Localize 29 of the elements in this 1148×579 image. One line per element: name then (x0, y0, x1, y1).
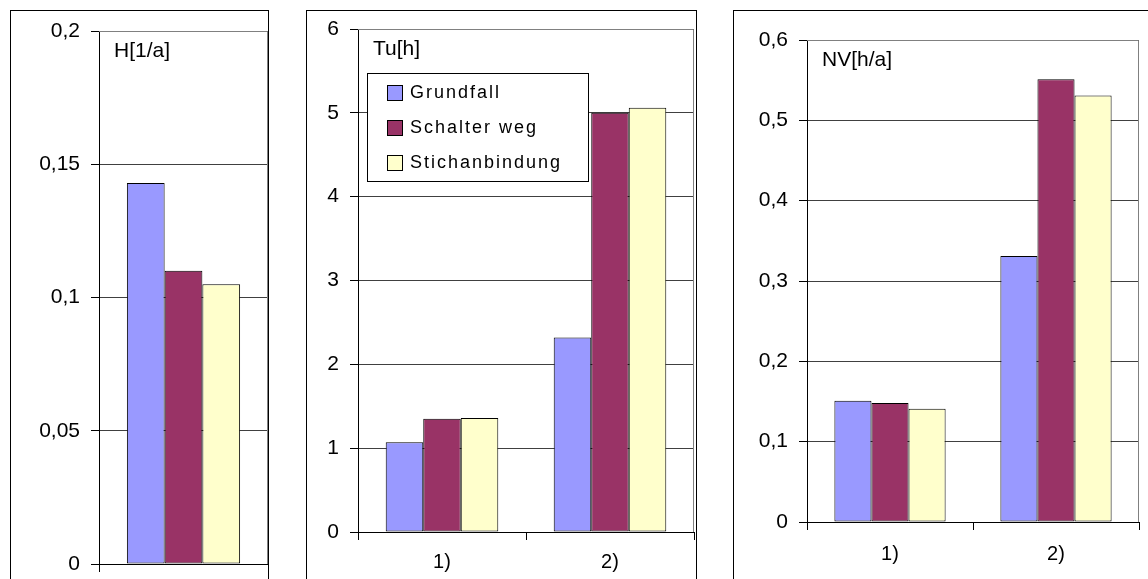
y-tick-label: 0,5 (758, 107, 788, 131)
y-tick-label: 0,6 (758, 26, 788, 50)
y-tick-label: 2 (327, 351, 339, 375)
chart-title: Tu[h] (373, 35, 421, 59)
x-tick-label: 2) (1047, 541, 1065, 564)
y-tick-label: 0,1 (50, 284, 80, 308)
y-tick-label: 0,1 (758, 428, 788, 452)
y-tick-label: 0,2 (758, 348, 788, 372)
y-tick-label: 3 (327, 267, 339, 291)
y-tick-label: 0,3 (758, 267, 788, 291)
y-tick-label: 0,05 (39, 417, 80, 441)
x-tick-label: 1) (881, 541, 899, 564)
y-tick-label: 5 (327, 99, 339, 123)
chart-title: NV[h/a] (822, 46, 893, 70)
y-tick-label: 1 (327, 434, 339, 458)
x-tick-label: 1) (433, 549, 451, 572)
y-tick-label: 0 (776, 508, 788, 532)
y-tick-label: 0 (68, 550, 80, 574)
legend-label: Schalter weg (410, 117, 539, 138)
y-tick-label: 0,15 (39, 151, 80, 175)
y-tick-label: 6 (327, 15, 339, 39)
legend-label: Stichanbindung (410, 152, 563, 173)
y-tick-label: 0 (327, 518, 339, 542)
y-tick-label: 0,4 (758, 187, 789, 211)
x-tick-label: 2) (601, 549, 619, 572)
legend-label: Grundfall (410, 82, 502, 103)
chart-title: H[1/a] (114, 37, 171, 61)
y-tick-label: 0,2 (50, 17, 80, 41)
y-tick-label: 4 (327, 183, 340, 207)
